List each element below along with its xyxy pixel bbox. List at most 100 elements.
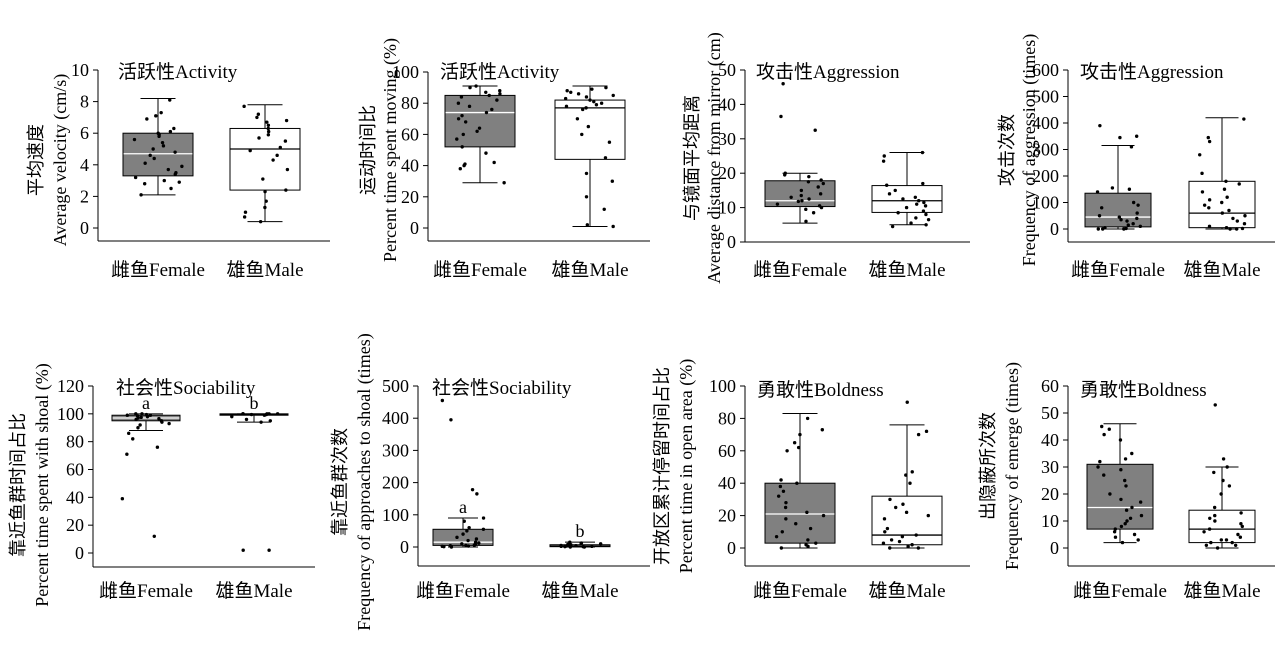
- data-point: [1213, 513, 1217, 518]
- data-point: [475, 492, 479, 496]
- data-point: [779, 478, 783, 482]
- category-label: 雌鱼Female: [416, 580, 510, 602]
- data-point: [266, 129, 271, 134]
- data-point: [1125, 219, 1129, 223]
- data-point: [565, 89, 569, 93]
- data-point: [796, 199, 801, 204]
- data-point: [1207, 527, 1212, 531]
- y-tick-label: 500: [382, 376, 409, 396]
- data-point: [177, 180, 181, 184]
- data-point: [776, 494, 781, 498]
- box-group-female: [764, 82, 836, 224]
- data-point: [1239, 522, 1243, 526]
- data-point: [470, 487, 475, 492]
- data-point: [160, 140, 165, 145]
- category-label: 雌鱼Female: [753, 259, 847, 281]
- data-point: [275, 412, 280, 416]
- data-point: [230, 414, 234, 419]
- data-point: [460, 113, 464, 118]
- data-point: [804, 207, 808, 212]
- data-point: [574, 544, 578, 548]
- data-point: [1098, 123, 1102, 128]
- data-point: [1234, 227, 1239, 231]
- data-point: [498, 92, 502, 96]
- data-point: [594, 103, 599, 107]
- data-point: [1122, 227, 1126, 231]
- data-point: [779, 114, 783, 119]
- box-rect: [229, 127, 301, 191]
- data-point: [459, 95, 464, 99]
- data-point: [474, 84, 478, 88]
- data-point: [148, 153, 152, 158]
- data-point: [284, 188, 288, 192]
- y-tick-label: 100: [709, 376, 736, 396]
- data-point: [576, 92, 581, 96]
- data-point: [916, 432, 921, 437]
- data-point: [1123, 522, 1127, 526]
- data-point: [820, 428, 825, 432]
- data-point: [241, 412, 245, 416]
- data-point: [1100, 424, 1104, 429]
- data-point: [1220, 211, 1225, 215]
- data-point: [1135, 216, 1139, 221]
- data-point: [799, 193, 803, 198]
- data-point: [167, 421, 171, 426]
- box-group-male: [871, 400, 943, 550]
- category-label: 雌鱼Female: [1071, 259, 1165, 281]
- data-point: [1207, 224, 1212, 229]
- data-point: [268, 419, 273, 423]
- data-point: [265, 120, 269, 124]
- data-point: [1118, 438, 1123, 442]
- data-point: [1139, 513, 1144, 518]
- data-point: [910, 543, 914, 547]
- data-point: [1119, 524, 1124, 529]
- data-point: [779, 546, 784, 550]
- data-point: [275, 153, 279, 158]
- data-point: [1127, 187, 1132, 191]
- data-point: [266, 123, 271, 128]
- y-tick-label: 6: [80, 123, 89, 143]
- data-point: [1240, 524, 1244, 529]
- data-point: [249, 412, 254, 417]
- panel-5: 0 20 40 60 80 100 120 社会性Sociability 靠近鱼群时间占比 Per…: [8, 363, 315, 607]
- data-point: [582, 545, 587, 549]
- data-point: [1213, 519, 1217, 523]
- data-point: [160, 420, 164, 424]
- panel-6: 0 100 200 300 400 500 社会性Sociability 靠近鱼群次数 Freq…: [330, 333, 650, 631]
- data-point: [885, 183, 889, 187]
- box-group-male: b: [549, 521, 611, 549]
- data-point: [490, 107, 494, 112]
- data-point: [132, 137, 137, 142]
- box-group-male: [229, 104, 301, 224]
- data-point: [807, 174, 811, 179]
- data-point: [792, 441, 797, 445]
- data-point: [155, 445, 160, 449]
- y-axis-label-cn: 运动时间比: [358, 105, 378, 195]
- panel-title: 勇敢性Boldness: [1080, 379, 1207, 401]
- data-point: [1236, 532, 1240, 537]
- category-label: 雌鱼Female: [1073, 580, 1167, 602]
- data-point: [890, 224, 895, 229]
- data-point: [284, 118, 289, 123]
- category-label: 雌鱼Female: [99, 580, 193, 602]
- data-point: [1098, 459, 1102, 464]
- data-point: [241, 548, 245, 552]
- data-point: [904, 205, 909, 210]
- data-point: [462, 163, 466, 168]
- data-point: [466, 544, 471, 548]
- data-point: [800, 199, 804, 203]
- data-point: [1113, 527, 1117, 531]
- y-tick-label: 60: [718, 441, 736, 461]
- data-point: [888, 546, 892, 550]
- data-point: [1238, 535, 1243, 539]
- y-tick-label: 0: [410, 218, 419, 238]
- y-axis-label-en: Frequency of aggression (times): [1019, 34, 1040, 266]
- data-point: [1124, 508, 1129, 512]
- data-point: [796, 445, 801, 450]
- data-point: [1102, 432, 1106, 437]
- panel-title: 勇敢性Boldness: [757, 379, 884, 401]
- data-point: [1242, 222, 1247, 226]
- data-point: [152, 156, 156, 161]
